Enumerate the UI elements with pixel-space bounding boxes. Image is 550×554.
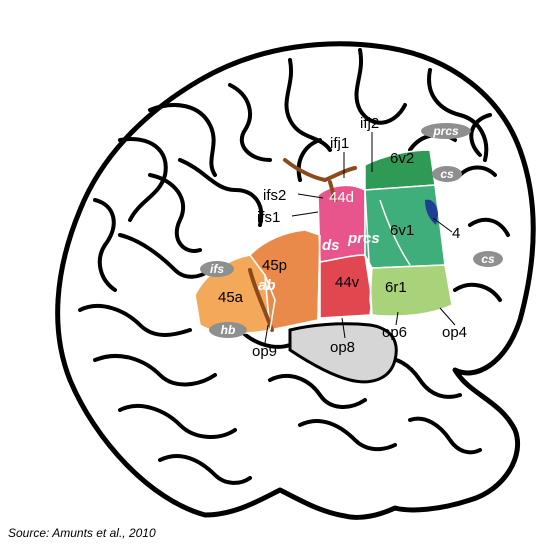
source-caption: Source: Amunts et al., 2010 [8, 526, 156, 540]
pill-ifs: ifs [200, 261, 234, 277]
label-ifj2: ifj2 [360, 115, 379, 132]
pill-cs-top-text: cs [440, 167, 454, 181]
label-45p: 45p [262, 257, 287, 274]
label-ifj1: ifj1 [330, 135, 349, 152]
label-op8: op8 [330, 339, 355, 356]
label-op6: op6 [382, 324, 407, 341]
label-ifs2: ifs2 [263, 187, 286, 204]
label-44d: 44d [329, 189, 354, 206]
pill-prcs: prcs [421, 123, 471, 139]
pill-cs-right-text: cs [481, 252, 495, 266]
label-op9: op9 [252, 343, 277, 360]
pill-cs-top: cs [432, 166, 462, 182]
pill-cs-right: cs [473, 251, 503, 267]
area-6r1 [370, 265, 452, 316]
label-ifs1: ifs1 [257, 209, 280, 226]
pill-prcs-text: prcs [432, 124, 459, 138]
label-prcs-inner: prcs [347, 230, 380, 247]
label-ds: ds [322, 237, 340, 254]
label-44v: 44v [335, 274, 360, 291]
pill-hb: hb [209, 322, 247, 338]
label-6v1: 6v1 [390, 222, 414, 239]
label-45a: 45a [218, 289, 244, 306]
pill-hb-text: hb [221, 323, 236, 337]
label-ab: ab [258, 277, 276, 294]
label-6r1: 6r1 [385, 279, 407, 296]
label-6v2: 6v2 [390, 150, 414, 167]
pill-ifs-text: ifs [210, 262, 224, 276]
label-op4: op4 [442, 324, 467, 341]
label-area-4: 4 [452, 225, 460, 242]
